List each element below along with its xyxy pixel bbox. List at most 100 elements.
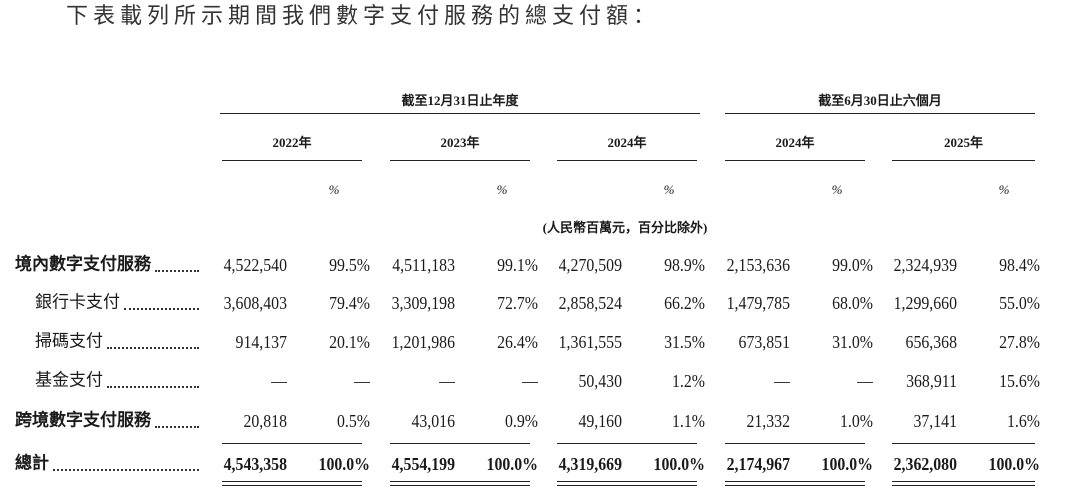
percent-cell: 31.0% xyxy=(832,332,873,352)
group-header: 截至6月30日止六個月 xyxy=(818,93,942,108)
total-top-rule xyxy=(557,443,697,444)
percent-cell: 1.6% xyxy=(1007,411,1040,431)
total-double-rule xyxy=(557,481,697,482)
total-double-rule xyxy=(222,485,362,486)
percent-cell: 31.5% xyxy=(664,332,705,352)
percent-header: % xyxy=(998,182,1010,197)
year-header: 2025年 xyxy=(943,135,984,150)
row-label: 掃碼支付 xyxy=(35,331,103,352)
year-rule xyxy=(725,160,865,161)
row-label: 境內數字支付服務 xyxy=(15,254,151,275)
percent-cell: 98.4% xyxy=(999,255,1040,275)
percent-cell: 26.4% xyxy=(497,332,538,352)
percent-cell: 99.0% xyxy=(832,255,873,275)
leader-dots xyxy=(155,426,199,428)
amount-cell: 37,141 xyxy=(913,411,957,431)
amount-cell: 43,016 xyxy=(411,411,455,431)
amount-cell: 368,911 xyxy=(906,371,957,391)
amount-cell: 673,851 xyxy=(738,332,790,352)
year-rule xyxy=(892,160,1035,161)
row-label: 銀行卡支付 xyxy=(35,292,120,313)
total-double-rule xyxy=(725,481,865,482)
amount-cell: 21,332 xyxy=(746,411,790,431)
percent-cell: 15.6% xyxy=(999,371,1040,391)
percent-header: % xyxy=(496,182,508,197)
amount-cell: 50,430 xyxy=(578,371,622,391)
year-header: 2024年 xyxy=(607,135,647,150)
total-double-rule xyxy=(892,481,1035,482)
amount-cell: 4,522,540 xyxy=(223,255,287,275)
year-header: 2024年 xyxy=(775,135,815,150)
amount-cell: 49,160 xyxy=(578,411,622,431)
amount-cell: 20,818 xyxy=(243,411,287,431)
amount-cell: — xyxy=(774,371,790,391)
percent-cell: 27.8% xyxy=(999,332,1040,352)
amount-cell: 3,309,198 xyxy=(391,293,455,313)
unit-note: (人民幣百萬元，百分比除外) xyxy=(542,220,708,235)
amount-cell: 1,201,986 xyxy=(391,332,455,352)
amount-cell: — xyxy=(271,371,287,391)
year-rule xyxy=(222,160,362,161)
year-header: 2022年 xyxy=(272,135,312,150)
title: 下表載列所示期間我們數字支付服務的總支付額： xyxy=(66,4,661,29)
leader-dots xyxy=(107,386,199,388)
percent-header: % xyxy=(328,182,340,197)
year-rule xyxy=(390,160,530,161)
percent-cell: 100.0% xyxy=(486,454,538,474)
percent-cell: — xyxy=(354,371,370,391)
amount-cell: 2,858,524 xyxy=(558,293,622,313)
group-rule xyxy=(725,113,1035,114)
percent-cell: 66.2% xyxy=(664,293,705,313)
percent-cell: 55.0% xyxy=(999,293,1040,313)
amount-cell: 1,361,555 xyxy=(558,332,622,352)
percent-cell: 100.0% xyxy=(821,454,873,474)
group-header: 截至12月31日止年度 xyxy=(401,93,519,108)
total-top-rule xyxy=(390,443,530,444)
amount-cell: 4,511,183 xyxy=(392,255,455,275)
total-double-rule xyxy=(390,481,530,482)
amount-cell: 4,554,199 xyxy=(391,454,455,474)
percent-cell: 0.9% xyxy=(505,411,538,431)
amount-cell: 1,299,660 xyxy=(893,293,957,313)
percent-cell: — xyxy=(522,371,538,391)
total-top-rule xyxy=(725,443,865,444)
total-double-rule xyxy=(725,485,865,486)
leader-dots xyxy=(124,308,199,310)
percent-cell: 99.1% xyxy=(497,255,538,275)
percent-cell: 0.5% xyxy=(337,411,370,431)
total-double-rule xyxy=(557,485,697,486)
percent-cell: 68.0% xyxy=(832,293,873,313)
percent-cell: 100.0% xyxy=(653,454,705,474)
leader-dots xyxy=(107,347,199,349)
group-rule xyxy=(220,113,700,114)
percent-cell: 98.9% xyxy=(664,255,705,275)
amount-cell: 2,174,967 xyxy=(726,454,790,474)
total-double-rule xyxy=(892,485,1035,486)
total-top-rule xyxy=(222,443,362,444)
percent-header: % xyxy=(663,182,675,197)
amount-cell: 4,543,358 xyxy=(223,454,287,474)
percent-cell: 1.1% xyxy=(672,411,705,431)
amount-cell: 914,137 xyxy=(235,332,287,352)
amount-cell: 4,319,669 xyxy=(558,454,622,474)
percent-header: % xyxy=(831,182,843,197)
amount-cell: 656,368 xyxy=(905,332,957,352)
total-top-rule xyxy=(892,443,1035,444)
amount-cell: 4,270,509 xyxy=(558,255,622,275)
percent-cell: — xyxy=(857,371,873,391)
percent-cell: 72.7% xyxy=(497,293,538,313)
percent-cell: 100.0% xyxy=(318,454,370,474)
percent-cell: 20.1% xyxy=(329,332,370,352)
percent-cell: 1.0% xyxy=(840,411,873,431)
total-double-rule xyxy=(222,481,362,482)
year-header: 2023年 xyxy=(440,135,480,150)
row-label: 基金支付 xyxy=(35,370,103,391)
row-label: 跨境數字支付服務 xyxy=(15,410,151,431)
row-label: 總計 xyxy=(15,453,49,474)
year-rule xyxy=(557,160,697,161)
amount-cell: 2,153,636 xyxy=(726,255,790,275)
percent-cell: 1.2% xyxy=(672,371,705,391)
percent-cell: 100.0% xyxy=(988,454,1040,474)
amount-cell: 2,362,080 xyxy=(893,454,957,474)
leader-dots xyxy=(155,270,199,272)
